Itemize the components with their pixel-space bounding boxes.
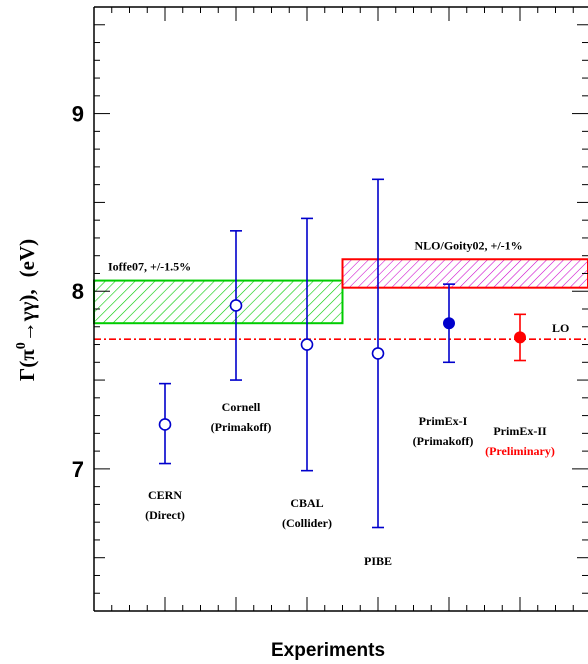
data-point-cbal [300,217,314,472]
experiment-sublabel-primex-i: (Primakoff) [413,434,474,448]
y-tick-label: 8 [72,279,84,304]
theory-band-1 [93,279,344,325]
experiment-label-primex-i: PrimEx-I [419,414,468,428]
axes-layer: 7 8 9 [72,6,588,612]
y-axis-title-main: Γ(π [15,349,39,381]
labels-layer: CERN (Direct) Cornell (Primakoff) CBAL (Colli… [145,400,555,568]
experiment-label-primex-ii: PrimEx-II [493,424,547,438]
lo-reference-label: LO [552,321,569,335]
y-axis-title: Γ(π0→γγ), (eV) [14,239,39,381]
theory-band-2 [341,258,588,289]
y-axis-title-unit: (eV) [15,239,39,277]
y-axis-title-arrow: →γγ), [15,289,39,342]
theory-band-label-1: Ioffe07, +/-1.5% [108,260,191,274]
svg-text:Γ(π0→γγ),(eV): Γ(π0→γγ), (eV) [14,239,39,381]
marker-open [300,338,314,351]
experiment-sublabel-cern: (Direct) [145,508,185,522]
y-tick-label: 9 [72,102,84,127]
experiment-sublabel-cornell: (Primakoff) [211,420,272,434]
experiment-label-pibe: PIBE [364,554,392,568]
marker-open [158,418,172,431]
marker-filled [443,317,455,330]
y-axis-title-superscript: 0 [14,342,29,349]
data-point-pibe [371,178,385,529]
experiment-label-cbal: CBAL [290,496,323,510]
experiment-label-cornell: Cornell [222,400,261,414]
x-axis-title: Experiments [271,640,385,661]
theory-band-label-2: NLO/Goity02, +/-1% [415,238,523,252]
reference-line-layer: LO [94,321,588,341]
y-tick-label: 7 [72,457,84,482]
data-point-cern [158,382,172,465]
marker-filled [514,331,526,344]
data-point-primex-ii [514,313,526,362]
bands-layer: Ioffe07, +/-1.5% NLO/Goity02, +/-1% [93,238,588,325]
experiment-sublabel-cbal: (Collider) [282,516,332,530]
marker-open [371,347,385,360]
points-layer [158,178,526,529]
experiment-sublabel-primex-ii: (Preliminary) [485,444,555,458]
data-point-primex-i [443,283,455,364]
data-point-cornell [229,230,243,381]
marker-open [229,299,243,312]
experiment-label-cern: CERN [148,488,182,502]
